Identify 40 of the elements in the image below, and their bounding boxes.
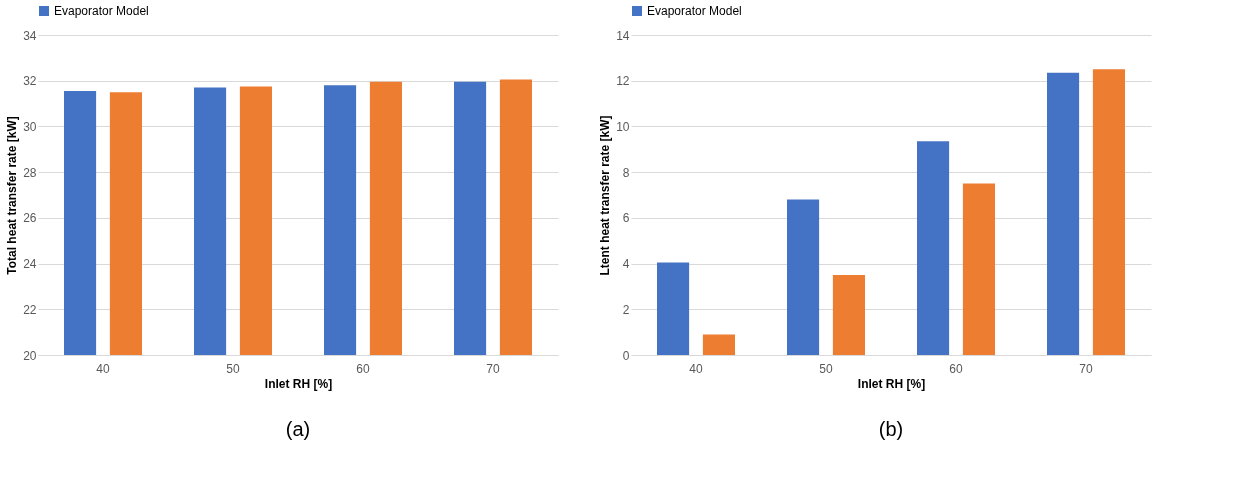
x-tick-label: 50 [819,361,833,376]
x-tick-label: 40 [96,361,110,376]
legend-label: Evaporator Model [54,4,149,18]
y-tick-label: 24 [23,257,37,272]
y-tick-label: 26 [23,211,37,226]
x-tick-label: 60 [356,361,370,376]
x-axis-title: Inlet RH [%] [857,376,926,391]
y-tick-label: 6 [622,211,630,226]
bar [832,275,865,355]
bar [917,141,950,355]
y-tick-label: 22 [23,302,37,317]
y-tick-label: 8 [622,165,630,180]
legend-label: Evaporator Model [647,4,742,18]
bar [1047,72,1080,355]
y-tick-label: 34 [23,28,37,43]
text: (a) [285,418,311,440]
bar [1092,69,1125,355]
y-axis-title: Ltent heat transfer rate [kW] [598,115,613,276]
x-tick-label: 50 [226,361,240,376]
bar [702,334,735,355]
y-tick-label: 12 [616,74,630,89]
x-tick-label: 40 [689,361,703,376]
y-axis-title: Total heat transfer rate [kW] [5,116,20,275]
y-tick-label: 2 [622,302,630,317]
y-tick-label: 4 [622,257,630,272]
y-tick-label: 20 [23,348,37,363]
x-tick-label: 70 [1079,361,1093,376]
x-axis-title: Inlet RH [%] [264,376,333,391]
y-tick-label: 0 [622,348,630,363]
text: (b) [878,418,904,440]
y-tick-label: 30 [23,119,37,134]
x-tick-label: 60 [949,361,963,376]
bar [962,183,995,355]
x-tick-label: 70 [486,361,500,376]
bar [787,199,820,355]
bar [657,262,690,355]
y-tick-label: 32 [23,74,37,89]
y-tick-label: 28 [23,165,37,180]
y-tick-label: 10 [616,119,630,134]
y-tick-label: 14 [616,28,630,43]
